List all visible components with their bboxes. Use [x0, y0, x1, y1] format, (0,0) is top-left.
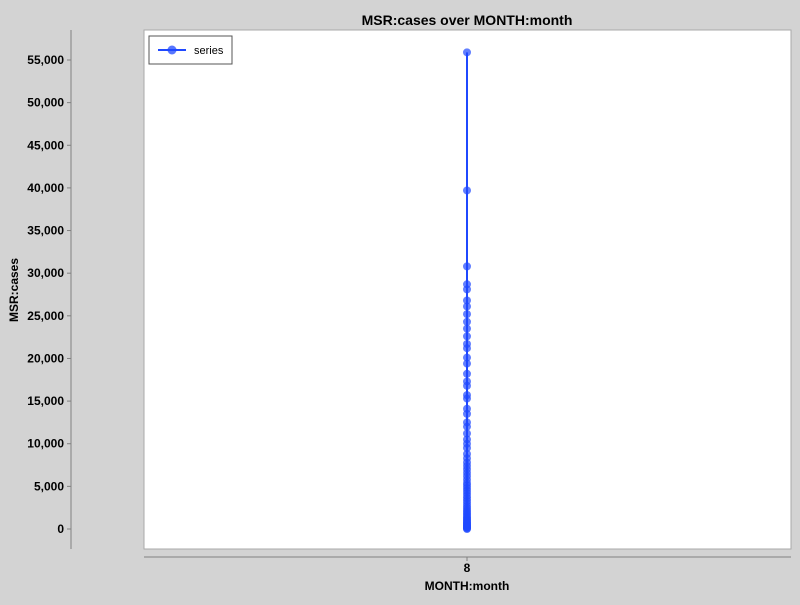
- data-point: [463, 339, 471, 348]
- data-point: [463, 280, 471, 289]
- y-tick-label: 25,000: [27, 309, 64, 323]
- y-axis-label: MSR:cases: [7, 258, 21, 322]
- series-layer: [463, 48, 471, 533]
- y-tick-label: 0: [57, 522, 64, 536]
- y-tick-label: 5,000: [34, 479, 64, 493]
- x-tick-label: 8: [464, 561, 471, 575]
- data-point: [463, 418, 471, 427]
- data-point: [463, 324, 471, 333]
- y-tick-label: 45,000: [27, 138, 64, 152]
- y-axis-ticks: 0 5,000 10,000 15,000 20,000 25,000 30,000 35,0…: [27, 53, 71, 536]
- data-point: [463, 369, 471, 378]
- legend-series-label: series: [194, 45, 224, 57]
- data-point: [463, 377, 471, 386]
- y-tick-label: 20,000: [27, 351, 64, 365]
- x-axis-label: MONTH:month: [425, 579, 510, 593]
- y-tick-label: 50,000: [27, 96, 64, 110]
- legend-marker-swatch: [167, 45, 177, 55]
- data-point: [463, 302, 471, 311]
- data-point: [463, 48, 471, 57]
- y-tick-label: 10,000: [27, 437, 64, 451]
- data-point: [463, 449, 471, 458]
- y-tick-label: 35,000: [27, 224, 64, 238]
- data-point: [463, 332, 471, 341]
- data-point: [463, 296, 471, 305]
- data-point: [463, 435, 471, 444]
- data-point: [463, 353, 471, 362]
- data-point: [463, 262, 471, 271]
- x-axis-ticks: 8: [464, 557, 471, 575]
- data-point: [463, 391, 471, 400]
- legend: series: [148, 35, 233, 65]
- y-tick-label: 40,000: [27, 181, 64, 195]
- y-tick-label: 30,000: [27, 266, 64, 280]
- data-point: [463, 404, 471, 413]
- data-point: [463, 310, 471, 319]
- data-point: [463, 317, 471, 326]
- data-point: [463, 186, 471, 195]
- y-tick-label: 55,000: [27, 53, 64, 67]
- chart-title: MSR:cases over MONTH:month: [362, 12, 573, 28]
- data-point: [463, 359, 471, 368]
- data-point: [463, 429, 471, 438]
- y-tick-label: 15,000: [27, 394, 64, 408]
